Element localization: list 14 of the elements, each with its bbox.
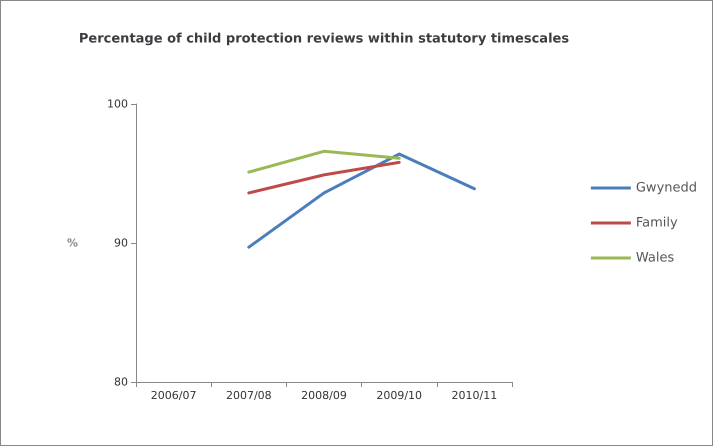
x-tick-label: 2009/10 <box>376 389 422 402</box>
legend-label: Gwynedd <box>636 180 697 196</box>
x-tick-label: 2008/09 <box>301 389 347 402</box>
x-tick-label: 2007/08 <box>226 389 272 402</box>
x-tick-label: 2010/11 <box>452 389 498 402</box>
y-axis-title: % <box>66 236 78 250</box>
y-tick-label: 100 <box>107 98 128 110</box>
legend-label: Wales <box>636 250 674 266</box>
line-series <box>247 152 476 249</box>
chart-title: Percentage of child protection reviews within statutory timescales <box>78 32 570 46</box>
legend-label: Family <box>636 216 678 230</box>
x-tick-label: 2006/07 <box>150 389 196 402</box>
y-tick-label: 80 <box>114 376 128 388</box>
y-tick-label: 90 <box>114 236 128 250</box>
